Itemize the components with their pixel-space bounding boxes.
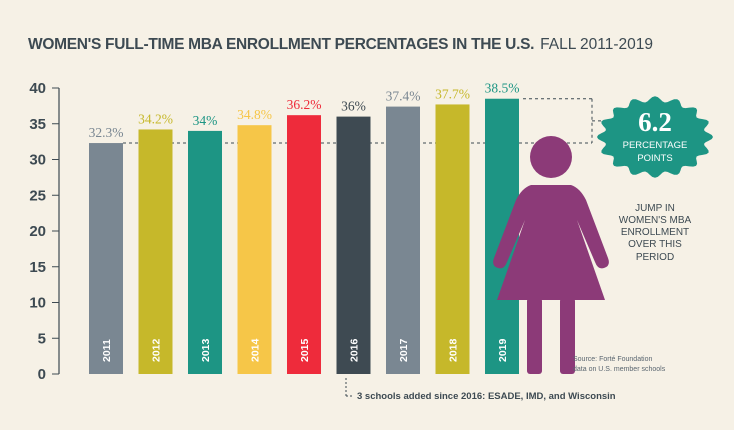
bar [336,116,371,374]
jump-badge: 6.2 PERCENTAGE POINTS [597,96,713,178]
data-label: 34.2% [138,111,173,126]
jump-text: JUMP IN WOMEN'S MBA ENROLLMENT OVER THIS… [619,203,692,263]
data-label: 38.5% [485,81,520,96]
y-axis: 0 5 10 15 20 25 30 35 40 [29,80,60,383]
jump-line-5: PERIOD [636,252,674,263]
x-tick-label: 2015 [299,338,311,362]
badge-line-2: POINTS [637,153,672,164]
y-tick-label: 5 [38,330,46,347]
value-labels: 32.3% 34.2% 34% 34.8% 36.2% 36% 37.4% 37.7% 38.5… [89,81,520,140]
title-main: WOMEN'S FULL-TIME MBA ENROLLMENT PERCENT… [28,36,535,53]
bar [138,129,173,374]
footnote-text: 3 schools added since 2016: ESADE, IMD, … [357,391,616,402]
x-tick-label: 2011 [101,339,113,362]
y-tick-label: 10 [29,295,46,312]
y-tick-label: 35 [29,116,46,133]
bar [435,104,470,374]
x-tick-label: 2014 [250,338,262,362]
x-tick-label: 2019 [497,338,509,362]
data-label: 32.3% [89,125,124,140]
x-tick-label: 2016 [349,338,361,362]
bar [188,130,222,374]
y-tick-label: 15 [29,259,46,276]
bars [89,98,519,375]
data-label: 36% [341,99,366,114]
bar [89,143,123,374]
x-tick-label: 2018 [448,338,460,362]
source-line-1: Source: Forté Foundation [573,356,652,363]
y-tick-label: 25 [29,187,46,204]
year-labels: 2011 2012 2013 2014 2015 2016 2017 2018 2019 [101,338,509,362]
y-tick-label: 0 [38,366,46,383]
x-tick-label: 2012 [151,338,163,362]
data-label: 37.4% [386,89,421,104]
badge-value: 6.2 [638,107,672,137]
jump-line-1: JUMP IN [635,203,675,214]
x-tick-label: 2017 [398,338,410,362]
jump-line-2: WOMEN'S MBA [619,215,692,226]
jump-line-3: ENROLLMENT [621,227,689,238]
bar [386,106,420,374]
jump-line-4: OVER THIS [628,239,682,250]
source-line-2: data on U.S. member schools [573,366,666,373]
x-tick-label: 2013 [200,338,212,362]
data-label: 34.8% [237,107,272,122]
badge-line-1: PERCENTAGE [623,140,688,151]
footnote: 3 schools added since 2016: ESADE, IMD, … [345,378,616,402]
y-tick-label: 20 [29,223,46,240]
source-text: Source: Forté Foundation data on U.S. me… [573,356,666,373]
y-tick-label: 40 [29,80,46,97]
y-tick-label: 30 [29,152,46,169]
title-subtitle: FALL 2011-2019 [540,36,654,53]
data-label: 36.2% [287,97,322,112]
badge-shape [597,96,713,178]
woman-figure-icon [493,136,609,374]
bar [287,115,321,375]
chart-title: WOMEN'S FULL-TIME MBA ENROLLMENT PERCENT… [28,36,653,54]
data-label: 37.7% [435,86,470,101]
data-label: 34% [193,113,218,128]
bar [237,125,272,375]
